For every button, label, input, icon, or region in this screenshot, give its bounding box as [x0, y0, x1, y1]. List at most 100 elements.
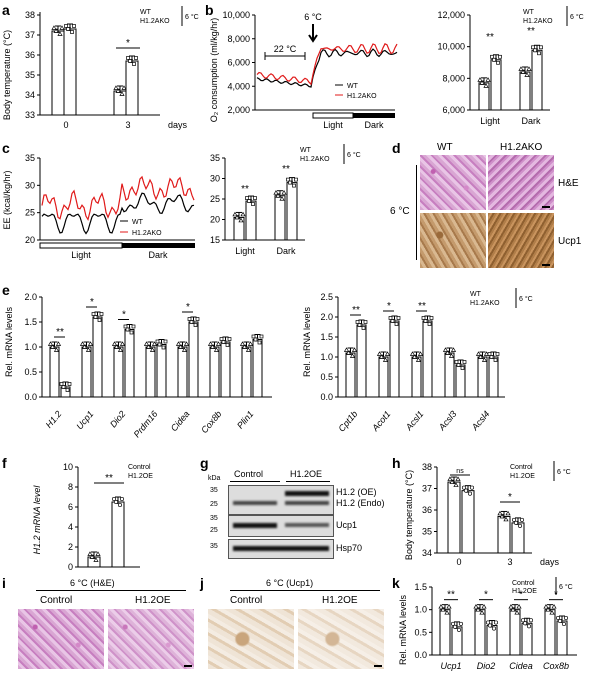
i-oe-image	[108, 609, 194, 669]
e-left-wt-4-pt-4	[177, 344, 184, 349]
k-oe-1-pt-0	[485, 620, 491, 625]
a-ytick-5: 33	[25, 110, 35, 120]
k-ctrl-1-pt-3	[481, 603, 487, 609]
k-bar-ctrl-3	[544, 609, 556, 656]
k-ctrl-1-pt-0	[473, 603, 479, 609]
e-right-bar-ko-4	[488, 356, 499, 398]
panel-d: WT H1.2AKO H&E Ucp1 6 °C	[390, 140, 591, 280]
h-xtick-0: 0	[456, 557, 461, 567]
e-left-bar-ko-1	[92, 316, 103, 398]
e-left-bar-ko-6	[252, 339, 263, 398]
e-left-ko-4-pt-0	[187, 317, 192, 321]
d-row-ucp1: Ucp1	[558, 236, 582, 247]
h-oe-1-pt-3	[519, 517, 525, 522]
a-leg-wt: WT	[140, 9, 152, 16]
e-left-ko-1-pt-2	[97, 318, 102, 322]
k-bar-oe-1	[486, 625, 498, 656]
a-wt-0-pt-2	[57, 31, 63, 36]
e-left-ko-4-pt-4	[189, 320, 194, 324]
e-left-wt-5-pt-3	[215, 341, 222, 346]
cb-ko-0-pt-4	[247, 199, 251, 203]
e-right-bar-wt-3	[444, 352, 455, 398]
b-ytick-3: 4,000	[227, 81, 250, 91]
k-ctrl-3-pt-2	[549, 609, 555, 615]
a-sig: *	[126, 38, 130, 49]
e-right-bar-ko-0	[356, 324, 367, 398]
bb-ko-0-pt-2	[496, 60, 500, 65]
e-right-ko-4-pt-0	[487, 352, 492, 356]
bb-wt-1-pt-2	[524, 72, 530, 77]
e-left-ko-3-pt-2	[161, 345, 166, 350]
c-ytick-2: 25	[25, 208, 35, 218]
f-ctrl-pt-0	[87, 551, 93, 556]
cb-bar-ko-0	[245, 200, 257, 241]
panel-h-chart: Body temperature (°C) 38 37 36 35 34 0 3 day…	[404, 461, 571, 567]
b-ytick-0: 10,000	[222, 10, 250, 20]
e-left-ko-6-pt-3	[259, 334, 264, 339]
e-right-wt-2-pt-3	[417, 351, 424, 356]
c-ytick-0: 35	[25, 153, 35, 163]
cb-ytick-3: 20	[210, 215, 220, 225]
h-ytick-3: 35	[422, 527, 432, 537]
cb-leg-wt: WT	[300, 147, 312, 154]
cb-ytick-2: 25	[210, 194, 220, 204]
h-oe-1-pt-4	[513, 520, 519, 525]
k-oe-1-pt-4	[487, 623, 493, 628]
g-kda: kDa	[208, 475, 221, 482]
k-oe-2-pt-2	[526, 624, 532, 629]
a-ko-1-pt-0	[126, 56, 130, 60]
b-leg-ko: H1.2AKO	[347, 93, 377, 100]
a-ytick-1: 37	[25, 30, 35, 40]
e-left-ko-5-pt-2	[225, 343, 230, 347]
e-left-wt-3-pt-2	[149, 347, 156, 352]
cb-leg-ko: H1.2AKO	[300, 156, 330, 163]
bb-bar-ko-0	[490, 59, 502, 111]
er-ytick-5: 0.0	[320, 392, 333, 402]
k-sig-0: **	[447, 590, 455, 601]
d-he-wt-image	[420, 155, 486, 210]
e-left-bar-ko-2	[124, 329, 135, 398]
g-mw-1: 25	[210, 501, 218, 508]
h-bar-ctrl-0	[447, 481, 461, 554]
bb-bar-ko-1	[531, 49, 543, 111]
a-xtick-0: 0	[63, 120, 68, 130]
e-left-ko-5-pt-3	[227, 337, 232, 341]
e-right-sig-1: *	[387, 301, 391, 312]
e-left-bar-wt-6	[241, 346, 252, 398]
e-left-ko-2-pt-0	[123, 324, 128, 329]
e-right-ko-2-pt-2	[427, 322, 432, 326]
c-ylabel: EE (kcal/kg/hr)	[2, 170, 12, 229]
g-band-ucp1: Ucp1	[336, 520, 358, 530]
panel-i: 6 °C (H&E) Control H1.2OE	[0, 575, 200, 683]
e-left-bar-wt-0	[49, 346, 60, 398]
h-oe-0-pt-2	[467, 491, 473, 496]
e-left-wt-3-pt-3	[151, 341, 158, 346]
b-6c: 6 °C	[304, 12, 322, 22]
k-oe-3-pt-0	[555, 615, 561, 621]
k-ctrl-2-pt-2	[514, 609, 520, 615]
a-wt-1-pt-3	[121, 85, 127, 90]
e-right-wt-0-pt-4	[345, 350, 352, 355]
h-ytick-1: 37	[422, 484, 432, 494]
er-ytick-0: 2.5	[320, 292, 333, 302]
e-right-bar-wt-4	[477, 356, 488, 398]
f-ytick-1: 8	[68, 482, 73, 492]
e-right-wt-2-pt-4	[411, 354, 418, 359]
bb-bar-wt-1	[519, 71, 531, 111]
cb-ko-1-pt-0	[286, 177, 290, 182]
g-band-endo: H1.2 (Endo)	[336, 498, 385, 508]
el-ytick-3: 0.5	[24, 367, 37, 377]
e-ylabel-left: Rel. mRNA levels	[4, 306, 14, 377]
k-bar-ctrl-0	[439, 609, 451, 656]
g-band-oe: H1.2 (OE)	[336, 487, 377, 497]
a-ko-1-pt-3	[134, 56, 138, 60]
a-bar-ko-1	[125, 60, 139, 116]
cb-cond: 6 °C	[347, 151, 361, 159]
j-col-ctrl: Control	[230, 595, 263, 606]
g-blot-ucp1	[228, 515, 334, 537]
e-left-wt-6-pt-4	[241, 344, 248, 349]
h-ctrl-0-pt-4	[449, 479, 455, 484]
a-ytick-4: 34	[25, 90, 35, 100]
b-light: Light	[323, 120, 343, 130]
k-gene-0: Ucp1	[440, 661, 461, 671]
